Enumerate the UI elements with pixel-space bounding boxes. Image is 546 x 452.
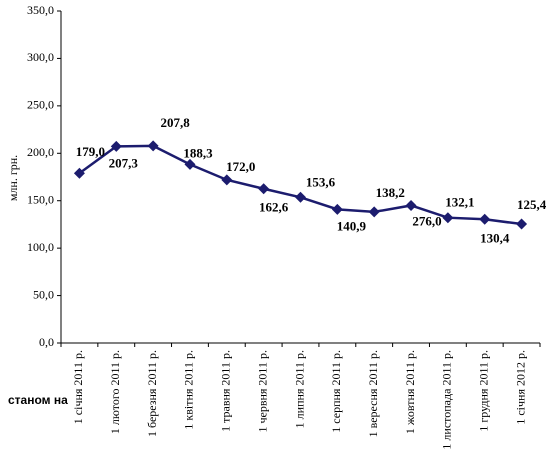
y-axis-label: млн. грн. (6, 155, 20, 201)
x-tick-label: 1 листопада 2011 р. (440, 350, 454, 450)
marker (258, 183, 270, 195)
x-tick-label: 1 вересня 2011 р. (366, 350, 380, 437)
y-tick-label: 300,0 (27, 50, 54, 64)
y-tick-label: 0,0 (39, 335, 54, 349)
marker (73, 167, 85, 179)
marker (442, 212, 454, 224)
marker (295, 191, 306, 203)
marker (147, 140, 159, 152)
x-tick-label: 1 грудня 2011 р. (476, 350, 490, 432)
y-tick-label: 250,0 (27, 98, 54, 112)
marker (221, 174, 233, 186)
x-tick-label: 1 березня 2011 р. (145, 350, 159, 437)
marker (368, 206, 380, 218)
line (78, 144, 522, 226)
annotation: 276,0 (412, 213, 441, 228)
y-tick-label: 350,0 (27, 3, 54, 17)
data-label: 172,0 (226, 159, 255, 174)
data-label: 138,2 (376, 185, 405, 200)
x-tick-label: 1 квітня 2011 р. (182, 350, 196, 430)
data-label: 162,6 (259, 200, 289, 215)
x-tick-label: 1 лютого 2011 р. (108, 350, 122, 434)
data-label: 132,1 (445, 195, 474, 210)
y-tick-label: 50,0 (33, 287, 54, 301)
x-tick-label: 1 липня 2011 р. (292, 350, 306, 428)
x-axis-label: станом на (8, 393, 68, 407)
marker (479, 213, 491, 225)
marker (110, 140, 122, 152)
data-label: 179,0 (76, 144, 105, 159)
x-tick-label: 1 серпня 2011 р. (329, 350, 343, 433)
x-tick-label: 1 січня 2012 р. (513, 350, 527, 425)
marker (405, 199, 417, 211)
data-label: 130,4 (480, 230, 510, 245)
data-label: 207,3 (109, 155, 139, 170)
marker (331, 203, 343, 215)
data-label: 153,6 (306, 174, 336, 189)
x-tick-label: 1 червня 2011 р. (255, 350, 269, 433)
x-tick-label: 1 травня 2011 р. (219, 350, 233, 432)
data-label: 207,8 (160, 115, 190, 130)
y-tick-label: 150,0 (27, 192, 54, 206)
y-tick-label: 200,0 (27, 145, 54, 159)
data-label: 188,3 (183, 145, 213, 160)
x-tick-label: 1 січня 2011 р. (71, 350, 85, 424)
marker (184, 158, 196, 170)
marker (516, 218, 528, 230)
x-tick-label: 1 жовтня 2011 р. (403, 350, 417, 434)
y-tick-label: 100,0 (27, 240, 54, 254)
data-label: 140,9 (337, 218, 367, 233)
data-label: 125,4 (517, 197, 546, 212)
